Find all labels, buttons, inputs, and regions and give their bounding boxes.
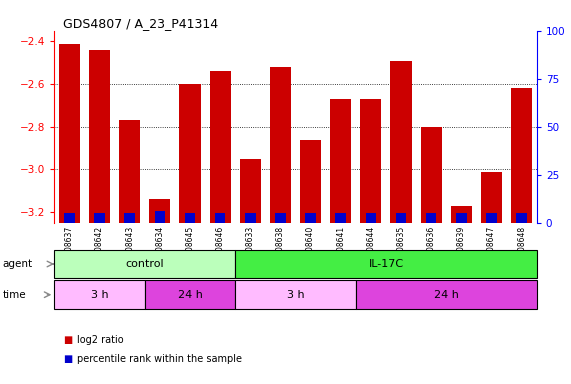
Bar <box>300 139 321 223</box>
Bar <box>149 199 170 223</box>
Text: log2 ratio: log2 ratio <box>77 335 124 345</box>
Text: 3 h: 3 h <box>91 290 108 300</box>
Text: IL-17C: IL-17C <box>368 259 404 269</box>
Bar <box>124 213 135 223</box>
Bar <box>245 213 256 223</box>
Bar <box>330 99 351 223</box>
Bar <box>421 127 442 223</box>
Text: ■: ■ <box>63 335 72 345</box>
Bar <box>360 99 381 223</box>
Bar <box>456 213 467 223</box>
Text: 3 h: 3 h <box>287 290 304 300</box>
Text: percentile rank within the sample: percentile rank within the sample <box>77 354 242 364</box>
Text: 24 h: 24 h <box>434 290 459 300</box>
Bar <box>210 71 231 223</box>
Bar <box>305 213 316 223</box>
Text: 24 h: 24 h <box>178 290 202 300</box>
Bar <box>59 43 80 223</box>
Bar <box>426 213 436 223</box>
Bar <box>365 213 376 223</box>
Bar <box>89 50 110 223</box>
Bar <box>511 88 532 223</box>
Bar <box>270 67 291 223</box>
Bar <box>215 213 226 223</box>
Bar <box>486 213 497 223</box>
Text: agent: agent <box>3 259 33 269</box>
Text: control: control <box>126 259 164 269</box>
Bar <box>516 213 527 223</box>
Text: GDS4807 / A_23_P41314: GDS4807 / A_23_P41314 <box>63 17 218 30</box>
Bar <box>94 213 104 223</box>
Bar <box>184 213 195 223</box>
Bar <box>391 61 412 223</box>
Bar <box>64 213 75 223</box>
Bar <box>275 213 286 223</box>
Bar <box>335 213 346 223</box>
Text: time: time <box>3 290 26 300</box>
Bar <box>155 211 165 223</box>
Bar <box>481 172 502 223</box>
Bar <box>119 120 140 223</box>
Text: ■: ■ <box>63 354 72 364</box>
Bar <box>396 213 407 223</box>
Bar <box>240 159 261 223</box>
Bar <box>179 84 200 223</box>
Bar <box>451 206 472 223</box>
